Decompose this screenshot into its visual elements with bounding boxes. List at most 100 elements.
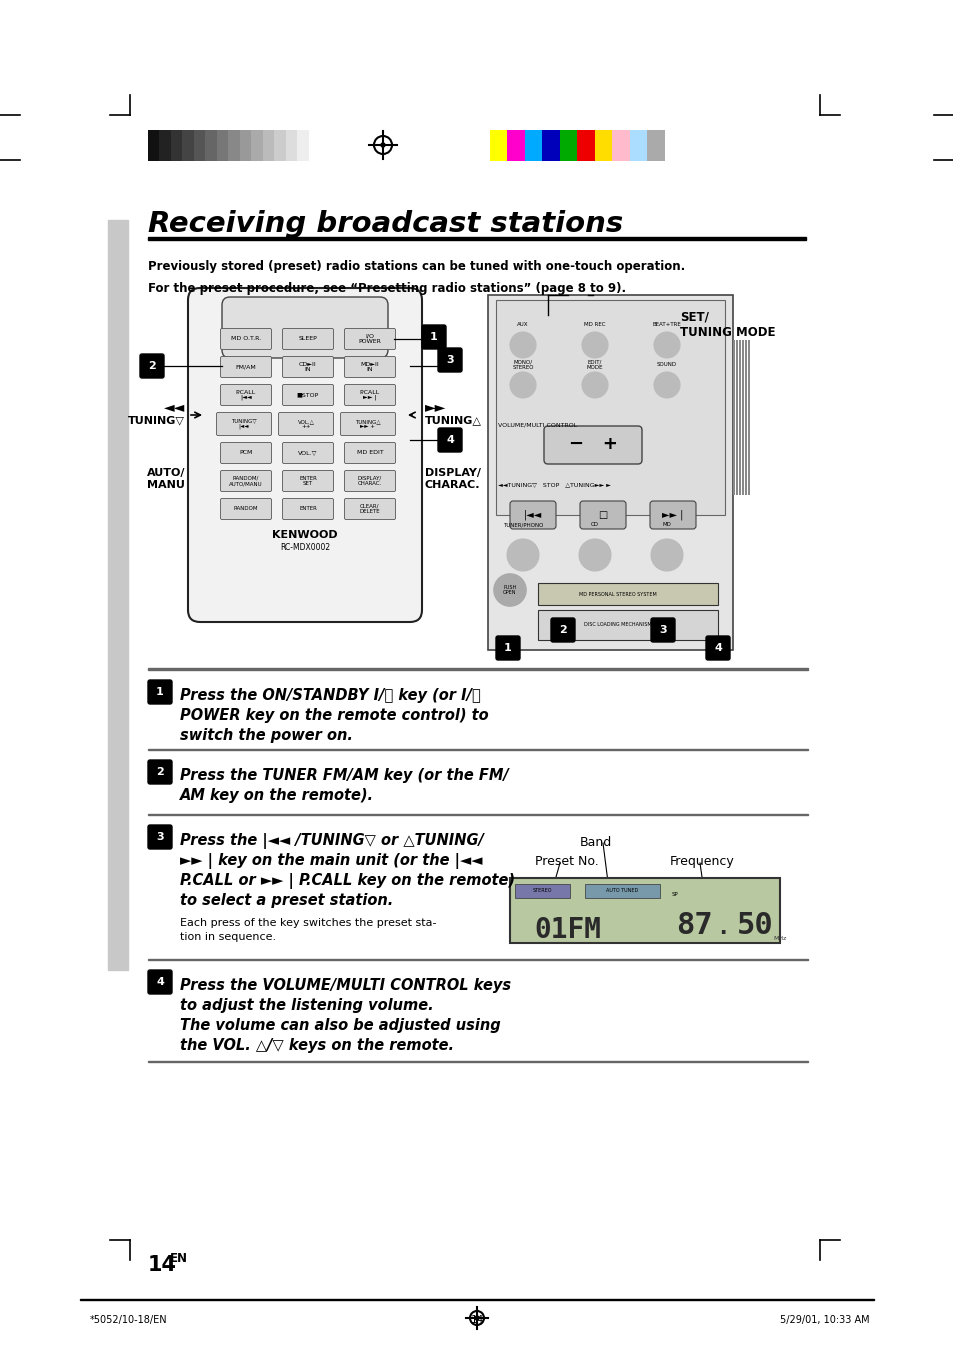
FancyBboxPatch shape — [188, 288, 421, 621]
Text: Previously stored (preset) radio stations can be tuned with one-touch operation.: Previously stored (preset) radio station… — [148, 259, 684, 273]
Bar — [744, 340, 746, 494]
Text: EDIT/
MODE: EDIT/ MODE — [586, 359, 602, 370]
FancyBboxPatch shape — [140, 354, 164, 378]
Text: TUNING△: TUNING△ — [424, 415, 481, 426]
Text: POWER key on the remote control) to: POWER key on the remote control) to — [180, 708, 488, 723]
Circle shape — [654, 372, 679, 399]
Text: RC-MDX0002: RC-MDX0002 — [279, 543, 330, 553]
Bar — [171, 130, 183, 161]
Circle shape — [506, 539, 538, 571]
FancyBboxPatch shape — [282, 385, 334, 405]
Text: TUNER/PHONO: TUNER/PHONO — [502, 523, 542, 527]
Text: MD: MD — [662, 523, 671, 527]
Text: TUNING△
►► +: TUNING△ ►► + — [355, 419, 380, 430]
Circle shape — [475, 1316, 478, 1320]
Text: MONO/
STEREO: MONO/ STEREO — [512, 359, 533, 370]
Bar — [148, 958, 807, 961]
Text: 4: 4 — [156, 977, 164, 988]
Text: BEAT+TRE: BEAT+TRE — [652, 323, 680, 327]
Circle shape — [650, 539, 682, 571]
FancyBboxPatch shape — [220, 470, 272, 492]
Bar — [542, 130, 560, 161]
Text: CD►II
IN: CD►II IN — [299, 362, 316, 372]
FancyBboxPatch shape — [282, 470, 334, 492]
FancyBboxPatch shape — [282, 357, 334, 377]
Text: 2: 2 — [558, 626, 566, 635]
Text: Press the TUNER FM/AM key (or the FM/: Press the TUNER FM/AM key (or the FM/ — [180, 767, 508, 784]
Text: 3: 3 — [446, 355, 454, 365]
Text: AUTO/
MANU: AUTO/ MANU — [147, 469, 185, 490]
Bar — [595, 130, 613, 161]
Circle shape — [510, 332, 536, 358]
Text: the VOL. △/▽ keys on the remote.: the VOL. △/▽ keys on the remote. — [180, 1038, 454, 1052]
Text: P.CALL or ►► | P.CALL key on the remote): P.CALL or ►► | P.CALL key on the remote) — [180, 873, 515, 889]
Text: EN: EN — [170, 1252, 188, 1265]
Text: −   +: − + — [568, 435, 617, 453]
Bar — [515, 884, 569, 898]
FancyBboxPatch shape — [148, 761, 172, 784]
Text: ►► | key on the main unit (or the |◄◄: ►► | key on the main unit (or the |◄◄ — [180, 852, 482, 869]
Text: VOL.▽: VOL.▽ — [298, 450, 317, 455]
FancyBboxPatch shape — [148, 825, 172, 848]
Text: MD PERSONAL STEREO SYSTEM: MD PERSONAL STEREO SYSTEM — [578, 592, 657, 597]
FancyBboxPatch shape — [220, 328, 272, 350]
FancyBboxPatch shape — [551, 617, 575, 642]
Text: ENTER
SET: ENTER SET — [298, 476, 316, 486]
Text: CD: CD — [590, 523, 598, 527]
FancyBboxPatch shape — [220, 385, 272, 405]
Text: Band: Band — [579, 836, 612, 848]
FancyBboxPatch shape — [437, 349, 461, 372]
Bar — [216, 130, 229, 161]
Text: 1: 1 — [503, 643, 512, 653]
Text: 1: 1 — [156, 688, 164, 697]
Bar — [524, 130, 542, 161]
Bar — [584, 884, 659, 898]
Text: TUNING▽
|◄◄: TUNING▽ |◄◄ — [231, 419, 256, 430]
Circle shape — [581, 372, 607, 399]
Text: RANDOM: RANDOM — [233, 507, 258, 512]
Bar — [488, 295, 732, 650]
Text: KENWOOD: KENWOOD — [272, 530, 337, 540]
Text: SLEEP: SLEEP — [298, 336, 317, 342]
Bar — [629, 130, 647, 161]
Text: 3: 3 — [156, 832, 164, 842]
Bar — [537, 620, 718, 621]
Bar — [739, 340, 740, 494]
FancyBboxPatch shape — [148, 680, 172, 704]
Text: ENTER: ENTER — [298, 507, 316, 512]
Text: Frequency: Frequency — [669, 855, 734, 867]
Text: SP: SP — [671, 892, 678, 897]
Bar — [496, 300, 724, 515]
Text: VOLUME/MULTI CONTROL: VOLUME/MULTI CONTROL — [497, 423, 577, 427]
Circle shape — [494, 574, 525, 607]
Circle shape — [581, 332, 607, 358]
Text: STEREO: STEREO — [532, 889, 551, 893]
Bar — [732, 340, 734, 494]
Text: Press the ON/STANDBY I/⏻ key (or I/⏻: Press the ON/STANDBY I/⏻ key (or I/⏻ — [180, 688, 480, 703]
FancyBboxPatch shape — [344, 443, 395, 463]
Text: switch the power on.: switch the power on. — [180, 728, 353, 743]
FancyBboxPatch shape — [340, 412, 395, 435]
FancyBboxPatch shape — [650, 617, 675, 642]
Text: MD REC: MD REC — [583, 323, 605, 327]
Text: FM/AM: FM/AM — [235, 365, 256, 370]
Text: 2: 2 — [148, 361, 155, 372]
Text: 1: 1 — [430, 332, 437, 342]
Text: MD►II
IN: MD►II IN — [360, 362, 379, 372]
Bar — [741, 340, 743, 494]
Text: 14: 14 — [470, 1315, 483, 1325]
Text: 87: 87 — [676, 912, 713, 940]
Text: 5/29/01, 10:33 AM: 5/29/01, 10:33 AM — [780, 1315, 869, 1325]
Text: to adjust the listening volume.: to adjust the listening volume. — [180, 998, 434, 1013]
Bar — [612, 130, 630, 161]
Text: MD EDIT: MD EDIT — [356, 450, 383, 455]
Text: RANDOM/
AUTO/MANU: RANDOM/ AUTO/MANU — [229, 476, 262, 486]
Bar — [148, 667, 807, 670]
Text: 2: 2 — [156, 767, 164, 777]
Text: PUSH
OPEN: PUSH OPEN — [503, 585, 517, 596]
Text: 01FM: 01FM — [534, 916, 601, 944]
Text: DISPLAY/
CHARAC.: DISPLAY/ CHARAC. — [424, 469, 480, 490]
FancyBboxPatch shape — [649, 501, 696, 530]
Bar — [647, 130, 665, 161]
Text: ►► |: ►► | — [661, 509, 683, 520]
